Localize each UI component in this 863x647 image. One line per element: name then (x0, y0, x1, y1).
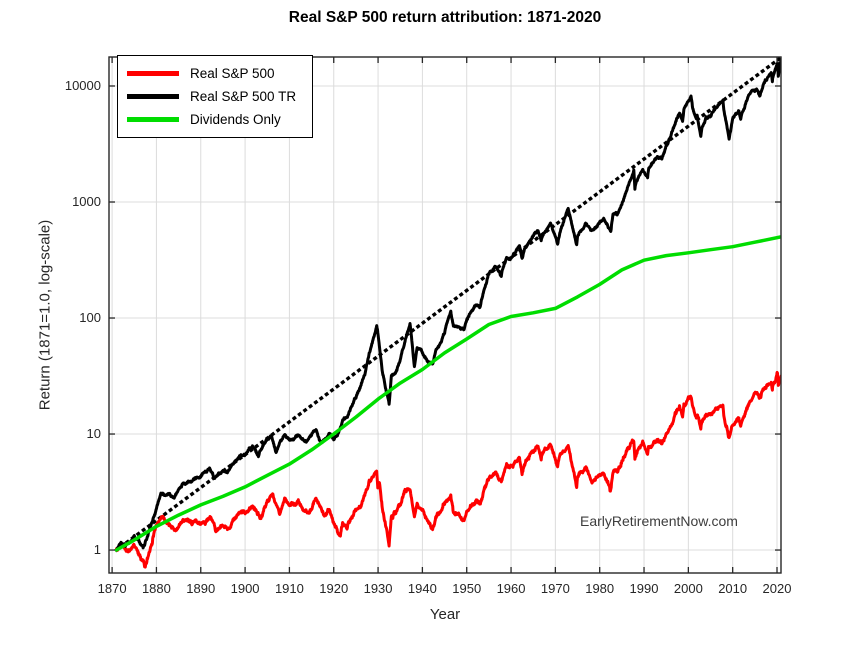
axes-frame (108, 56, 782, 574)
legend-label: Dividends Only (190, 112, 281, 127)
x-tick-label: 1910 (274, 581, 304, 596)
x-tick-label: 1900 (230, 581, 260, 596)
watermark: EarlyRetirementNow.com (580, 513, 738, 529)
y-tick-label: 1000 (72, 194, 101, 209)
y-tick-label: 10000 (64, 77, 101, 93)
x-tick-label: 1960 (496, 581, 526, 596)
y-tick-label: 10 (86, 426, 101, 442)
legend-label: Real S&P 500 TR (190, 89, 297, 104)
x-axis-label: Year (429, 606, 461, 623)
legend: Real S&P 500 Real S&P 500 TR Dividends Onl… (117, 55, 313, 138)
x-tick-label: 2000 (673, 581, 703, 596)
y-tick-label: 1 (93, 542, 101, 558)
x-tick-label: 1890 (186, 581, 216, 596)
legend-label: Real S&P 500 (190, 66, 275, 81)
x-tick-label: 1980 (585, 581, 615, 596)
series-dividends-only (114, 235, 781, 552)
series-real-sp500 (115, 370, 781, 569)
x-tick-label: 1970 (540, 581, 570, 596)
legend-item-real-sp500-tr: Real S&P 500 TR (127, 89, 312, 104)
x-tick-label: 1940 (407, 581, 437, 596)
legend-line-sample (127, 94, 179, 99)
x-tick-label: 1930 (363, 581, 393, 596)
x-tick-label: 2010 (718, 581, 748, 596)
legend-line-sample (127, 71, 179, 76)
x-tick-label: 1920 (319, 581, 349, 596)
legend-item-dividends-only: Dividends Only (127, 112, 312, 127)
series-real-sp500-tr (115, 58, 781, 552)
y-axis-label: Return (1871=1.0, log-scale) (36, 219, 54, 411)
legend-item-real-sp500: Real S&P 500 (127, 66, 312, 81)
x-tick-label: 2020 (762, 581, 792, 596)
x-tick-label: 1950 (452, 581, 482, 596)
legend-line-sample (127, 117, 179, 122)
chart-title: Real S&P 500 return attribution: 1871-20… (288, 9, 602, 26)
y-tick-label: 100 (79, 310, 101, 326)
x-tick-label: 1870 (97, 581, 127, 596)
x-tick-label: 1880 (141, 581, 171, 596)
x-tick-label: 1990 (629, 581, 659, 596)
